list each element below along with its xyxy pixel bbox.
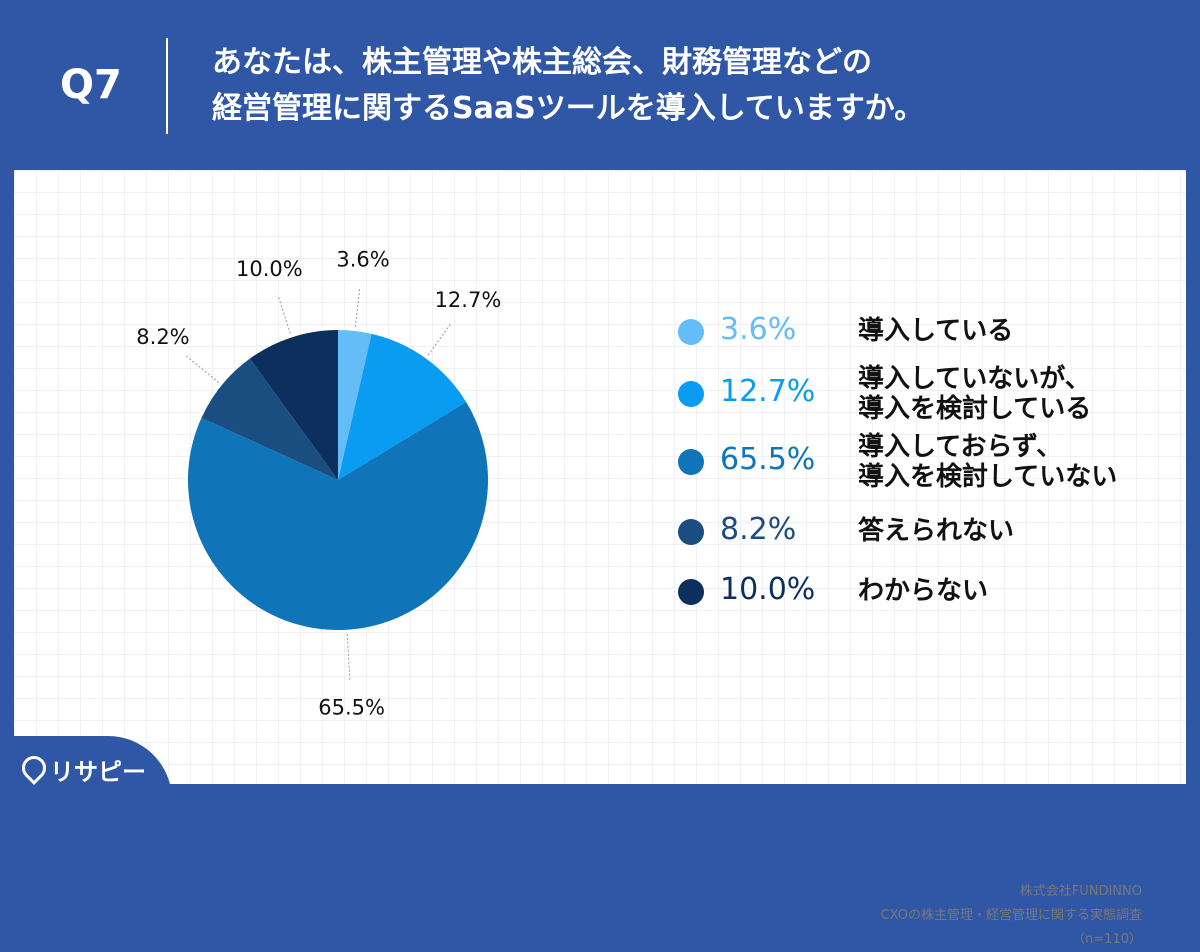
legend-value: 12.7% [720,374,816,409]
pie-chart: 3.6% 12.7% 65.5% 8.2% 10.0% [136,247,502,720]
brand-logo-text: リサピー [50,758,146,786]
leader-line [427,322,452,356]
question-number: Q7 [60,62,122,108]
header-divider [166,38,168,134]
data-label: 10.0% [236,257,303,281]
data-label: 12.7% [435,288,502,312]
legend-swatch [678,319,704,345]
legend-value: 65.5% [720,442,816,477]
leader-line [184,354,220,383]
brand-logo: リサピー [0,736,172,800]
question-line-1: あなたは、株主管理や株主総会、財務管理などの [212,45,872,80]
legend-label: 導入しておらず、 導入を検討していない [858,432,1117,492]
pie-slice [338,333,467,480]
chart-card: 3.6% 12.7% 65.5% 8.2% 10.0% 3.6% 導入している 12.7% 導… [14,170,1186,947]
legend-label-line: 導入しておらず、 [858,432,1063,462]
legend-label: わからない [858,576,988,606]
pie-slice [201,358,338,480]
legend-label-line: 導入していないが、 [858,364,1091,394]
legend-label: 導入していないが、 導入を検討している [858,364,1091,424]
source-sample-size: （n=110） [1072,932,1142,947]
map-pin-icon [17,751,51,785]
legend-value: 10.0% [720,572,816,607]
legend-swatch [678,519,704,545]
legend-swatch [678,449,704,475]
legend-label-line: わからない [858,576,989,606]
source-company: 株式会社FUNDINNO [1019,884,1142,899]
data-label: 65.5% [318,696,385,720]
source-survey: CXOの株主管理・経営管理に関する実態調査 [880,908,1142,923]
legend-value: 8.2% [720,512,797,547]
question-text: あなたは、株主管理や株主総会、財務管理などの 経営管理に関するSaaSツールを導… [212,40,924,132]
data-label: 3.6% [336,247,389,271]
leader-line [346,633,351,680]
pie-slice [187,402,488,630]
source-note: 株式会社FUNDINNO CXOの株主管理・経営管理に関する実態調査 （n=11… [881,880,1142,952]
question-header: Q7 あなたは、株主管理や株主総会、財務管理などの 経営管理に関するSaaSツー… [0,0,1200,170]
leader-line [354,287,361,328]
pie-slice [249,330,338,480]
legend-label-line: 答えられない [858,516,1015,546]
pie-slice [338,330,372,480]
legend-swatch [678,381,704,407]
leader-line [277,295,291,334]
data-label: 8.2% [136,325,189,349]
legend-label: 導入している [858,316,1013,346]
question-line-2: 経営管理に関するSaaSツールを導入していますか。 [212,91,925,126]
legend-label-line: 導入している [858,316,1014,346]
legend-value: 3.6% [720,312,797,347]
legend-swatch [678,579,704,605]
legend-label-line: 導入を検討している [858,394,1092,424]
legend-label: 答えられない [858,516,1014,546]
legend-label-line: 導入を検討していない [858,462,1118,492]
